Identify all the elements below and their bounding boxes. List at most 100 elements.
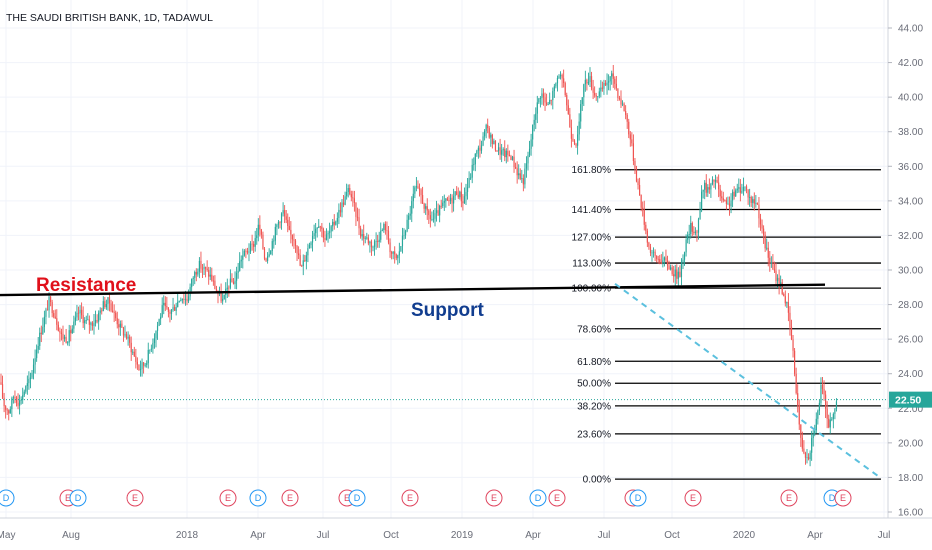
dividend-marker[interactable]: D (249, 489, 267, 507)
candle-body (828, 418, 830, 428)
candle-body (699, 210, 701, 220)
candle-body (187, 296, 190, 302)
candle-body (505, 150, 507, 158)
dividend-marker[interactable]: D (0, 489, 15, 507)
earnings-marker[interactable]: E (126, 489, 144, 507)
candle-body (327, 232, 329, 235)
earnings-marker[interactable]: E (401, 489, 419, 507)
candle-body (85, 320, 87, 321)
time-axis[interactable]: May Aug 2018 Apr Jul Oct 2019 Apr Jul Oct 2020 Apr J… (0, 530, 890, 541)
candle-body (778, 277, 780, 286)
candle-body (25, 386, 27, 392)
candle-body (76, 312, 78, 318)
candle-body (567, 105, 569, 115)
candle-body (108, 297, 111, 304)
candle-body (831, 418, 833, 420)
candle-body (614, 78, 616, 84)
candle-body (91, 322, 94, 326)
candle-body (121, 323, 123, 328)
candle-body (101, 310, 103, 312)
candle-body (262, 234, 264, 249)
x-tick-label: Oct (383, 530, 399, 541)
candle-body (527, 155, 529, 164)
candle-body (530, 139, 532, 149)
candle-body (254, 238, 256, 247)
candle-body (163, 302, 165, 306)
fib-level-label: 78.60% (577, 324, 611, 335)
candle-body (71, 328, 73, 334)
candle-body (12, 397, 14, 399)
candle-body (617, 88, 619, 98)
candle-body (153, 338, 156, 343)
candle-body (372, 246, 374, 248)
fib-level-label: 100.00% (572, 284, 612, 295)
resistance-support-trendline[interactable] (0, 283, 826, 297)
candle-body (353, 198, 355, 203)
candle-body (167, 307, 169, 312)
candle-body (308, 245, 311, 249)
candle-body (20, 400, 22, 401)
marker-letter: E (491, 493, 497, 503)
earnings-marker[interactable]: E (219, 489, 237, 507)
candle-body (245, 250, 247, 252)
candle-body (536, 102, 538, 114)
candle-body (572, 138, 574, 141)
candle-body (414, 187, 416, 194)
candle-body (170, 309, 173, 314)
candle-body (769, 257, 771, 265)
candle-body (232, 281, 235, 285)
candle-body (628, 121, 630, 135)
candle-body (425, 206, 427, 209)
candle-body (364, 237, 366, 239)
dividend-marker[interactable]: D (629, 489, 647, 507)
candle-body (387, 230, 390, 243)
earnings-marker[interactable]: E (485, 489, 503, 507)
candle-body (178, 300, 180, 302)
candle-body (3, 397, 5, 407)
earnings-marker[interactable]: E (281, 489, 299, 507)
candle-body (738, 187, 740, 189)
candle-body (578, 121, 580, 135)
earnings-marker[interactable]: E (684, 489, 702, 507)
candle-body (313, 233, 315, 237)
marker-circle (69, 489, 87, 507)
dividend-marker[interactable]: D (348, 489, 366, 507)
candle-body (352, 197, 354, 199)
candle-body (521, 178, 523, 180)
candle-body (358, 217, 360, 229)
candle-body (338, 209, 340, 219)
candle-body (820, 384, 822, 403)
dividend-marker[interactable]: D (69, 489, 87, 507)
earnings-marker[interactable]: E (780, 489, 798, 507)
candle-body (784, 296, 786, 304)
candle-body (770, 262, 772, 265)
candle-body (635, 168, 638, 182)
candle-body (639, 185, 641, 196)
candle-body (453, 196, 455, 204)
candle-body (508, 154, 510, 157)
fib-level-label: 61.80% (577, 357, 611, 368)
candle-body (9, 409, 11, 414)
candle-body (174, 307, 176, 311)
candle-body (417, 186, 419, 189)
dividend-marker[interactable]: D (529, 489, 547, 507)
candle-body (462, 201, 464, 204)
earnings-marker[interactable]: E (548, 489, 566, 507)
candle-body (212, 280, 214, 282)
candle-body (150, 348, 152, 350)
y-tick-label: 30.00 (898, 266, 923, 277)
candle-body (772, 262, 774, 270)
candle-body (775, 270, 777, 282)
candle-body (84, 320, 86, 324)
candle-body (835, 401, 838, 409)
candle-body (118, 324, 120, 328)
price-axis[interactable]: 16.00 18.00 20.00 22.00 24.00 26.00 28.00 30.00… (888, 24, 923, 519)
candle-body (665, 257, 667, 261)
earnings-marker[interactable]: E (834, 489, 852, 507)
candle-body (739, 187, 741, 193)
candle-body (211, 274, 213, 281)
marker-circle (548, 489, 566, 507)
candle-body (787, 302, 789, 313)
candle-body (46, 309, 49, 311)
